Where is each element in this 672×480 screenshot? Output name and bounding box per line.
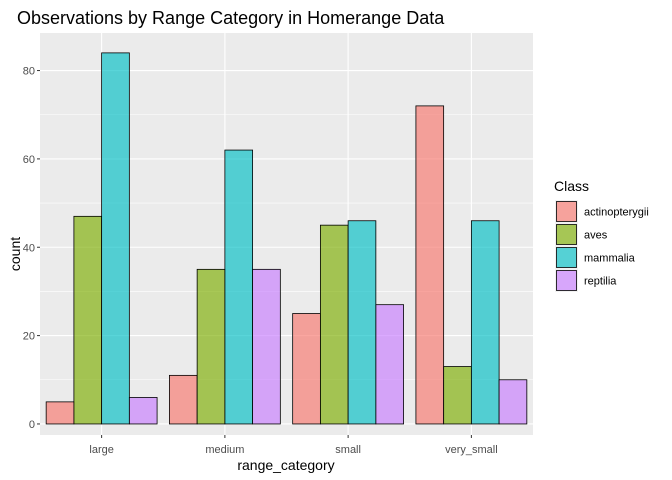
y-tick-label: 40 [23, 242, 35, 254]
x-tick-label: large [89, 444, 113, 456]
bar-actinopterygii-medium [169, 374, 198, 425]
bar-reptilia-small [375, 304, 404, 425]
legend-swatch-aves [556, 224, 577, 245]
bar-aves-very_small [443, 366, 472, 425]
legend-label-aves: aves [584, 230, 608, 242]
legend-label-actinopterygii: actinopterygii [584, 207, 649, 219]
bar-aves-small [319, 224, 349, 425]
legend-swatch-mammalia [556, 247, 577, 268]
bar-aves-large [73, 215, 103, 425]
bar-mammalia-medium [224, 149, 254, 425]
legend-title: Class [554, 178, 589, 194]
bar-reptilia-large [128, 397, 158, 425]
bar-actinopterygii-very_small [415, 105, 445, 425]
chart-title: Observations by Range Category in Homera… [17, 8, 445, 28]
y-axis-title: count [7, 237, 23, 271]
y-tick-label: 0 [29, 419, 35, 431]
y-tick-label: 80 [23, 66, 35, 78]
bar-actinopterygii-small [292, 313, 321, 425]
x-tick-label: very_small [445, 444, 498, 456]
bar-actinopterygii-large [45, 401, 75, 425]
x-tick-label: small [335, 444, 361, 456]
bar-mammalia-very_small [470, 220, 500, 425]
legend: Class actinopterygii aves mammalia reptilia [554, 178, 649, 292]
x-axis-title: range_category [237, 457, 334, 473]
legend-label-mammalia: mammalia [584, 253, 636, 265]
legend-swatch-reptilia [556, 270, 577, 291]
bar-reptilia-medium [252, 268, 281, 425]
y-tick-label: 60 [23, 154, 35, 166]
y-axis-ticks: 0 20 40 60 80 [23, 66, 40, 431]
bar-mammalia-large [101, 52, 130, 425]
x-axis-ticks: large medium small very_small [89, 435, 498, 456]
bar-reptilia-very_small [498, 379, 528, 425]
bar-aves-medium [196, 268, 226, 425]
y-tick-label: 20 [23, 331, 35, 343]
bar-mammalia-small [347, 220, 377, 425]
x-tick-label: medium [205, 444, 244, 456]
legend-label-reptilia: reptilia [584, 276, 617, 288]
bars [45, 52, 528, 425]
legend-swatch-actinopterygii [556, 201, 577, 222]
